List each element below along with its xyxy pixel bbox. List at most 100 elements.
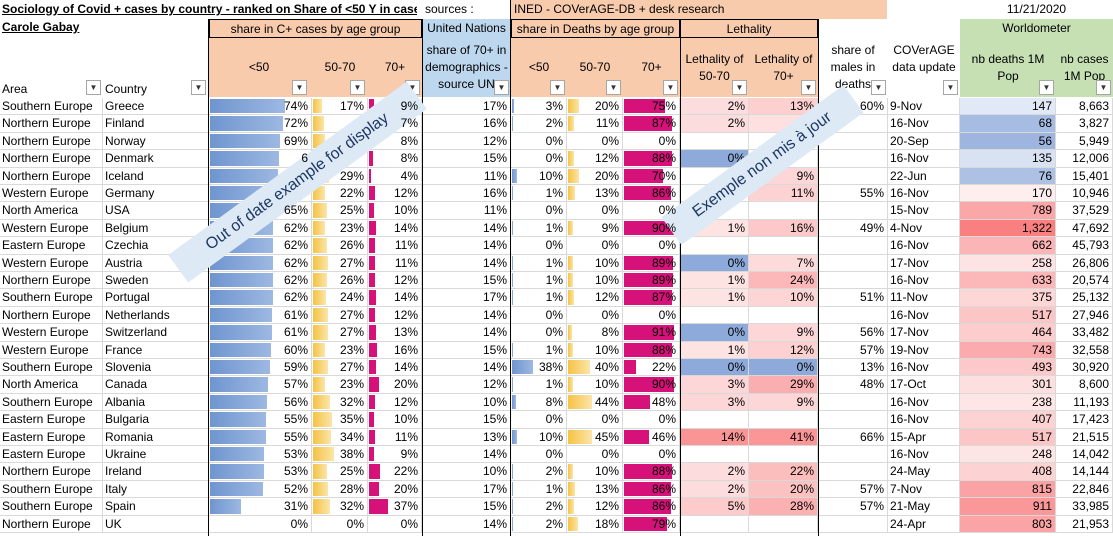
cell-cases[interactable]: 3,827 <box>1056 115 1113 133</box>
cell-country[interactable]: Spain <box>103 498 209 516</box>
cell-u50[interactable]: 62% <box>209 289 312 307</box>
cell-country[interactable]: UK <box>103 515 209 533</box>
cell-du50[interactable]: 1% <box>511 480 567 499</box>
cell-deaths[interactable]: 68 <box>960 115 1056 133</box>
cell-do[interactable]: 90% <box>623 219 680 238</box>
cell-upd[interactable]: 24-Apr <box>888 515 960 533</box>
cell-upd[interactable]: 11-Nov <box>888 289 960 307</box>
cell-o[interactable]: 14% <box>368 359 422 377</box>
cell-s70[interactable]: 15% <box>422 341 511 359</box>
cell-m[interactable]: 25% <box>312 463 368 481</box>
cell-cases[interactable]: 15,401 <box>1056 167 1113 185</box>
filter-dropdown-icon[interactable]: ▼ <box>191 80 206 95</box>
cell-m[interactable]: 17% <box>312 98 368 116</box>
cell-upd[interactable]: 15-Apr <box>888 428 960 446</box>
cell-area[interactable]: North America <box>0 376 103 394</box>
cell-males[interactable] <box>818 237 888 255</box>
cell-upd[interactable]: 20-Sep <box>888 132 960 151</box>
cell-s70[interactable]: 15% <box>422 411 511 429</box>
cell-m[interactable]: 34% <box>312 428 368 446</box>
cell-cases[interactable]: 27,946 <box>1056 306 1113 325</box>
filter-dropdown-icon[interactable]: ▼ <box>292 80 307 95</box>
cell-upd[interactable]: 16-Nov <box>888 115 960 133</box>
cell-do[interactable]: 88% <box>623 463 680 481</box>
cell-l70[interactable] <box>749 202 818 220</box>
cell-l5070[interactable]: 14% <box>680 428 749 446</box>
cell-du50[interactable]: 38% <box>511 359 567 377</box>
cell-du50[interactable]: 1% <box>511 272 567 290</box>
filter-dropdown-icon[interactable]: ▼ <box>943 80 958 95</box>
cell-deaths[interactable]: 517 <box>960 428 1056 446</box>
cell-area[interactable]: Northern Europe <box>0 115 103 133</box>
cell-s70[interactable]: 14% <box>422 359 511 377</box>
cell-cases[interactable]: 10,946 <box>1056 185 1113 203</box>
cell-l5070[interactable]: 0% <box>680 324 749 342</box>
cell-dm[interactable]: 20% <box>567 167 623 185</box>
cell-o[interactable]: 8% <box>368 132 422 151</box>
cell-upd[interactable]: 19-Nov <box>888 341 960 359</box>
cell-country[interactable]: Portugal <box>103 289 209 307</box>
cell-upd[interactable]: 16-Nov <box>888 393 960 412</box>
cell-l5070[interactable]: 2% <box>680 463 749 481</box>
cell-du50[interactable]: 2% <box>511 115 567 133</box>
cell-du50[interactable]: 2% <box>511 498 567 516</box>
cell-u50[interactable]: 57% <box>209 376 312 394</box>
filter-dropdown-icon[interactable]: ▼ <box>606 80 621 95</box>
cell-l70[interactable] <box>749 446 818 464</box>
cell-o[interactable]: 37% <box>368 498 422 516</box>
cell-upd[interactable]: 21-May <box>888 498 960 516</box>
cell-dm[interactable]: 12% <box>567 289 623 307</box>
cell-du50[interactable]: 3% <box>511 98 567 116</box>
filter-dropdown-icon[interactable]: ▼ <box>1039 80 1054 95</box>
cell-males[interactable] <box>818 515 888 533</box>
cell-o[interactable]: 13% <box>368 324 422 342</box>
cell-m[interactable]: 28% <box>312 480 368 499</box>
cell-m[interactable]: 32% <box>312 498 368 516</box>
cell-dm[interactable]: 45% <box>567 428 623 446</box>
cell-deaths[interactable]: 911 <box>960 498 1056 516</box>
cell-cases[interactable]: 20,574 <box>1056 272 1113 290</box>
cell-upd[interactable]: 16-Nov <box>888 359 960 377</box>
cell-l5070[interactable] <box>680 515 749 533</box>
cell-do[interactable]: 87% <box>623 115 680 133</box>
cell-males[interactable]: 51% <box>818 289 888 307</box>
cell-m[interactable]: 27% <box>312 359 368 377</box>
cell-country[interactable]: Finland <box>103 115 209 133</box>
cell-area[interactable]: Southern Europe <box>0 498 103 516</box>
cell-l5070[interactable]: 3% <box>680 393 749 412</box>
cell-l5070[interactable] <box>680 132 749 151</box>
cell-u50[interactable]: 31% <box>209 498 312 516</box>
cell-area[interactable]: Eastern Europe <box>0 411 103 429</box>
cell-deaths[interactable]: 170 <box>960 185 1056 203</box>
cell-males[interactable] <box>818 446 888 464</box>
cell-area[interactable]: Southern Europe <box>0 359 103 377</box>
cell-l70[interactable]: 16% <box>749 219 818 238</box>
cell-l5070[interactable]: 0% <box>680 359 749 377</box>
cell-o[interactable]: 11% <box>368 428 422 446</box>
cell-area[interactable]: Western Europe <box>0 185 103 203</box>
cell-u50[interactable]: 59% <box>209 359 312 377</box>
cell-deaths[interactable]: 375 <box>960 289 1056 307</box>
cell-o[interactable]: 9% <box>368 98 422 116</box>
cell-area[interactable]: Western Europe <box>0 324 103 342</box>
cell-country[interactable]: Greece <box>103 98 209 116</box>
cell-m[interactable]: 23% <box>312 219 368 238</box>
cell-area[interactable]: Northern Europe <box>0 167 103 185</box>
cell-s70[interactable]: 16% <box>422 185 511 203</box>
cell-do[interactable]: 87% <box>623 289 680 307</box>
cell-s70[interactable]: 14% <box>422 219 511 238</box>
cell-do[interactable]: 22% <box>623 359 680 377</box>
cell-du50[interactable]: 0% <box>511 411 567 429</box>
cell-s70[interactable]: 14% <box>422 324 511 342</box>
cell-cases[interactable]: 5,949 <box>1056 132 1113 151</box>
cell-do[interactable]: 75% <box>623 98 680 116</box>
cell-l70[interactable] <box>749 515 818 533</box>
cell-area[interactable]: Southern Europe <box>0 289 103 307</box>
cell-cases[interactable]: 22,846 <box>1056 480 1113 499</box>
cell-u50[interactable]: 53% <box>209 463 312 481</box>
cell-do[interactable]: 90% <box>623 376 680 394</box>
cell-cases[interactable]: 32,558 <box>1056 341 1113 359</box>
cell-l70[interactable]: 24% <box>749 272 818 290</box>
cell-deaths[interactable]: 76 <box>960 167 1056 185</box>
cell-deaths[interactable]: 407 <box>960 411 1056 429</box>
